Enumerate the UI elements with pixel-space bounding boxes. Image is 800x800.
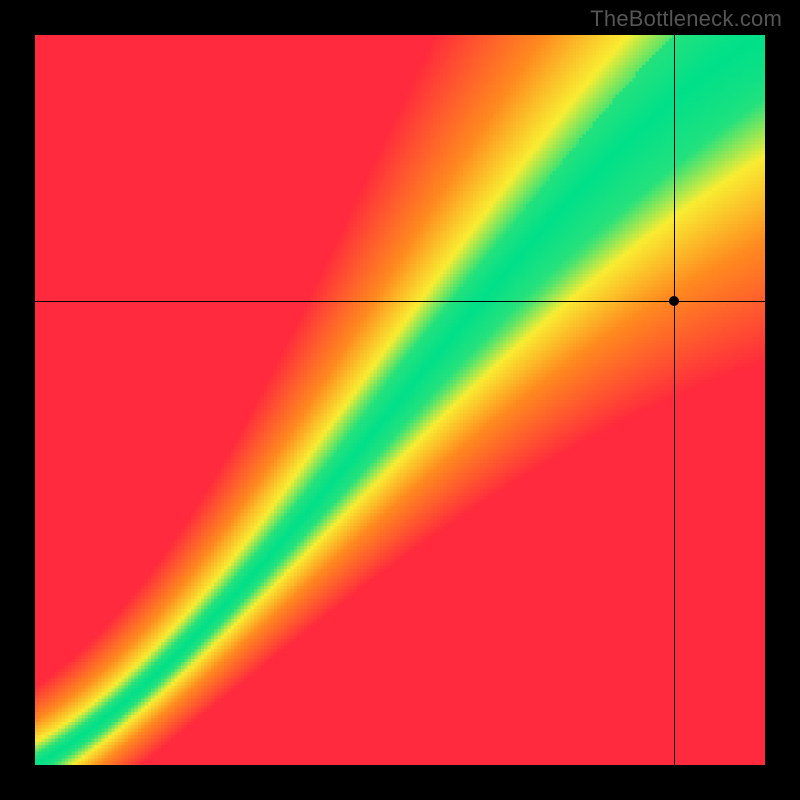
crosshair-horizontal: [35, 301, 765, 302]
marker-point: [669, 296, 679, 306]
heatmap-canvas: [35, 35, 765, 765]
plot-area: [35, 35, 765, 765]
crosshair-vertical: [674, 35, 675, 765]
watermark-text: TheBottleneck.com: [590, 6, 782, 32]
chart-container: TheBottleneck.com: [0, 0, 800, 800]
